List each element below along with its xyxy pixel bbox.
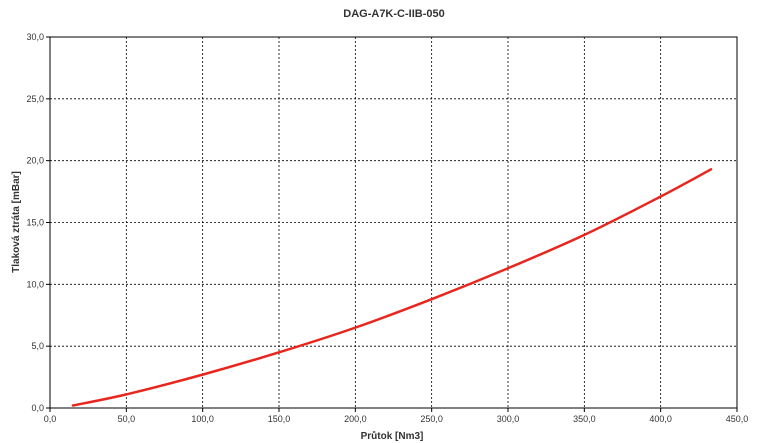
y-tick-label: 0,0 bbox=[31, 403, 44, 413]
x-axis-label: Průtok [Nm3] bbox=[361, 430, 424, 442]
x-tick-label: 250,0 bbox=[420, 414, 443, 424]
x-tick-label: 150,0 bbox=[268, 414, 291, 424]
plot-area bbox=[49, 36, 738, 409]
y-tick-label: 20,0 bbox=[26, 156, 44, 166]
series-line bbox=[71, 168, 713, 407]
x-tick-label: 100,0 bbox=[191, 414, 214, 424]
x-tick-label: 300,0 bbox=[497, 414, 520, 424]
chart-title: DAG-A7K-C-IIB-050 bbox=[343, 8, 444, 20]
y-tick-label: 10,0 bbox=[26, 279, 44, 289]
y-tick-label: 5,0 bbox=[31, 341, 44, 351]
x-axis-ticks: 0,0 50,0 100,0 150,0 200,0 250,0 300,0 350,0 400… bbox=[44, 408, 749, 424]
x-tick-label: 50,0 bbox=[118, 414, 136, 424]
x-tick-label: 350,0 bbox=[573, 414, 596, 424]
y-axis-ticks: 0,0 5,0 10,0 15,0 20,0 25,0 30,0 bbox=[26, 32, 50, 413]
x-tick-label: 450,0 bbox=[726, 414, 749, 424]
y-axis-label: Tlaková ztráta [mBar] bbox=[11, 171, 22, 273]
y-tick-label: 15,0 bbox=[26, 218, 44, 228]
grid bbox=[50, 37, 737, 408]
series-layer bbox=[71, 168, 713, 407]
x-tick-label: 400,0 bbox=[649, 414, 672, 424]
x-tick-label: 200,0 bbox=[344, 414, 367, 424]
x-tick-label: 0,0 bbox=[44, 414, 57, 424]
y-tick-label: 25,0 bbox=[26, 94, 44, 104]
y-tick-label: 30,0 bbox=[26, 32, 44, 42]
